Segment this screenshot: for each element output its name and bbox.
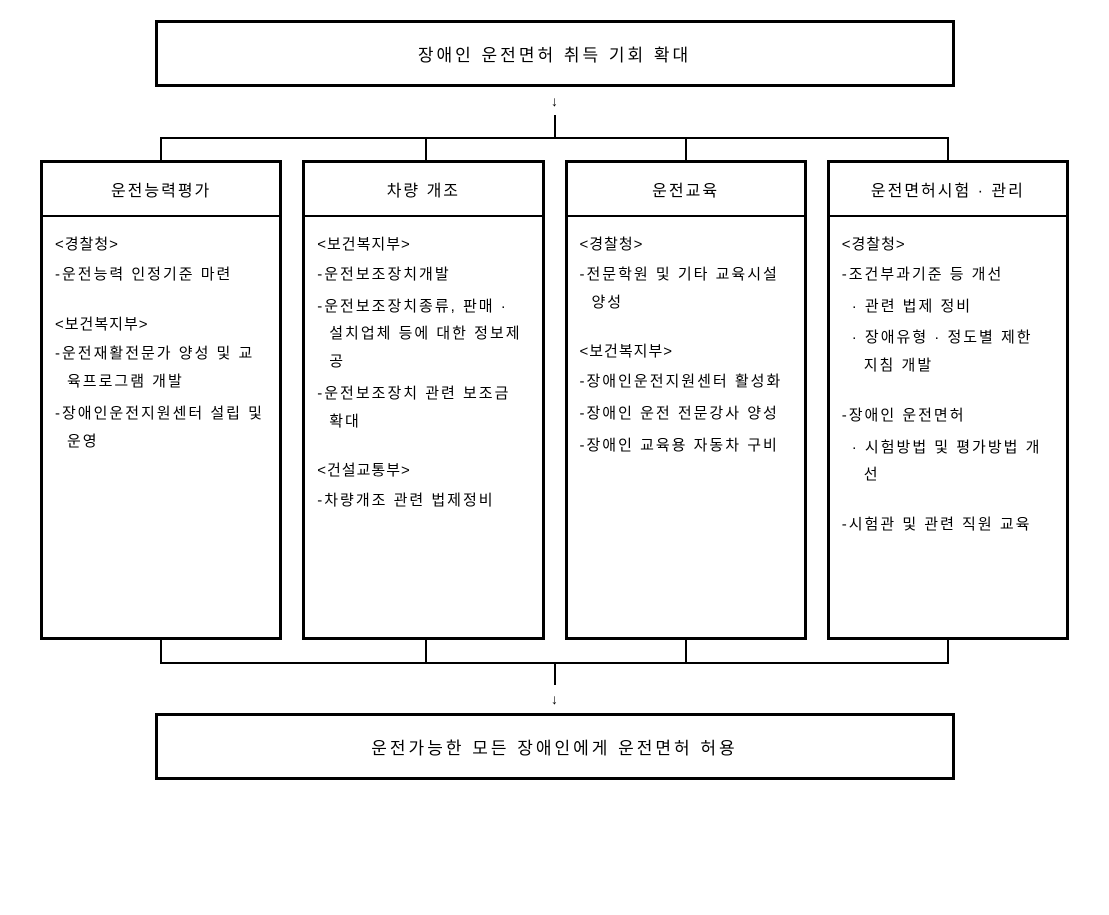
connector-line <box>425 640 427 662</box>
bottom-title-text: 운전가능한 모든 장애인에게 운전면허 허용 <box>371 739 737 758</box>
connector-line <box>160 640 162 662</box>
columns-row: 운전능력평가 <경찰청> -운전능력 인정기준 마련 <보건복지부> -운전재활… <box>20 160 1089 640</box>
item-text: -운전보조장치 관련 보조금 확대 <box>317 380 529 436</box>
column-body: <경찰청> -전문학원 및 기타 교육시설 양성 <보건복지부> -장애인운전지… <box>568 217 804 637</box>
subitem-text: · 장애유형 · 정도별 제한 지침 개발 <box>842 324 1054 380</box>
connector-line <box>685 137 687 160</box>
bottom-title-box: 운전가능한 모든 장애인에게 운전면허 허용 <box>155 713 955 780</box>
item-text: -장애인 교육용 자동차 구비 <box>580 432 792 460</box>
item-text: -운전능력 인정기준 마련 <box>55 261 267 289</box>
column-header: 운전교육 <box>568 163 804 217</box>
connector-line <box>685 640 687 662</box>
column-body: <보건복지부> -운전보조장치개발 -운전보조장치종류, 판매 · 설치업체 등… <box>305 217 541 637</box>
arrow-down-1: ↓ <box>20 93 1089 109</box>
item-text: -장애인 운전 전문강사 양성 <box>580 400 792 428</box>
column-3: 운전교육 <경찰청> -전문학원 및 기타 교육시설 양성 <보건복지부> -장… <box>565 160 807 640</box>
column-2: 차량 개조 <보건복지부> -운전보조장치개발 -운전보조장치종류, 판매 · … <box>302 160 544 640</box>
org-label: <보건복지부> <box>55 311 267 339</box>
top-title-text: 장애인 운전면허 취득 기회 확대 <box>418 46 691 65</box>
item-text: -운전재활전문가 양성 및 교육프로그램 개발 <box>55 340 267 396</box>
connector-line <box>554 662 556 685</box>
column-header: 운전능력평가 <box>43 163 279 217</box>
column-body: <경찰청> -조건부과기준 등 개선 · 관련 법제 정비 · 장애유형 · 정… <box>830 217 1066 637</box>
column-body: <경찰청> -운전능력 인정기준 마련 <보건복지부> -운전재활전문가 양성 … <box>43 217 279 637</box>
org-label: <경찰청> <box>55 231 267 259</box>
item-text: -전문학원 및 기타 교육시설 양성 <box>580 261 792 317</box>
connector-line <box>160 137 162 160</box>
column-header: 운전면허시험 · 관리 <box>830 163 1066 217</box>
connector-line <box>554 115 556 137</box>
connector-line <box>160 137 949 139</box>
item-text: -운전보조장치개발 <box>317 261 529 289</box>
connector-line <box>425 137 427 160</box>
org-label: <보건복지부> <box>317 231 529 259</box>
arrow-down-2: ↓ <box>20 691 1089 707</box>
column-header: 차량 개조 <box>305 163 541 217</box>
subitem-text: · 관련 법제 정비 <box>842 293 1054 321</box>
column-1: 운전능력평가 <경찰청> -운전능력 인정기준 마련 <보건복지부> -운전재활… <box>40 160 282 640</box>
item-text: -장애인운전지원센터 설립 및 운영 <box>55 400 267 456</box>
item-text: -장애인 운전면허 <box>842 402 1054 430</box>
org-label: <건설교통부> <box>317 457 529 485</box>
org-label: <경찰청> <box>580 231 792 259</box>
org-label: <보건복지부> <box>580 338 792 366</box>
item-text: -장애인운전지원센터 활성화 <box>580 368 792 396</box>
connector-line <box>947 640 949 662</box>
org-label: <경찰청> <box>842 231 1054 259</box>
top-title-box: 장애인 운전면허 취득 기회 확대 <box>155 20 955 87</box>
item-text: -시험관 및 관련 직원 교육 <box>842 511 1054 539</box>
item-text: -운전보조장치종류, 판매 · 설치업체 등에 대한 정보제공 <box>317 293 529 376</box>
item-text: -조건부과기준 등 개선 <box>842 261 1054 289</box>
connector-top <box>20 115 1089 160</box>
item-text: -차량개조 관련 법제정비 <box>317 487 529 515</box>
connector-bottom <box>20 640 1089 685</box>
column-4: 운전면허시험 · 관리 <경찰청> -조건부과기준 등 개선 · 관련 법제 정… <box>827 160 1069 640</box>
subitem-text: · 시험방법 및 평가방법 개선 <box>842 434 1054 490</box>
connector-line <box>947 137 949 160</box>
